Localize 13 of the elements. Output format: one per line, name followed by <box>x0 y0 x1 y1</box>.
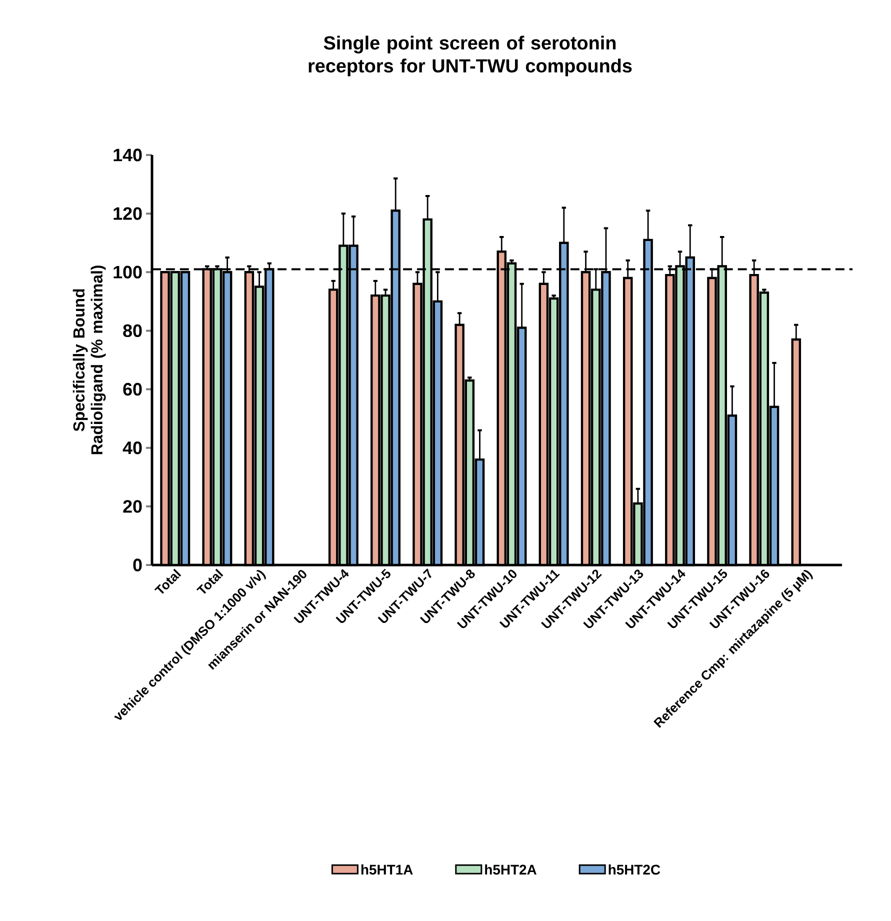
y-tick-label: 60 <box>123 382 142 396</box>
y-tick-label: 120 <box>114 207 142 220</box>
chart-title: Single point screen of serotonin receptors for UNT-TWU compounds <box>308 36 632 76</box>
legend-label: h5HT1A <box>361 864 413 875</box>
y-tick-label: 80 <box>123 324 142 338</box>
legend-label: h5HT2A <box>485 864 536 875</box>
legend-label: h5HT2C <box>608 864 660 875</box>
y-axis-title: Specifically Bound Radioligand (% maximal) <box>72 266 106 454</box>
y-tick-label: 20 <box>123 500 142 513</box>
y-tick-label: 40 <box>122 441 142 454</box>
y-tick-label: 140 <box>114 148 142 162</box>
y-tick-label: 100 <box>114 266 142 278</box>
y-tick-label: 0 <box>133 558 142 572</box>
